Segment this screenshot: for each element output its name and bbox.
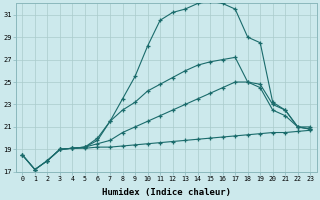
X-axis label: Humidex (Indice chaleur): Humidex (Indice chaleur) (102, 188, 231, 197)
